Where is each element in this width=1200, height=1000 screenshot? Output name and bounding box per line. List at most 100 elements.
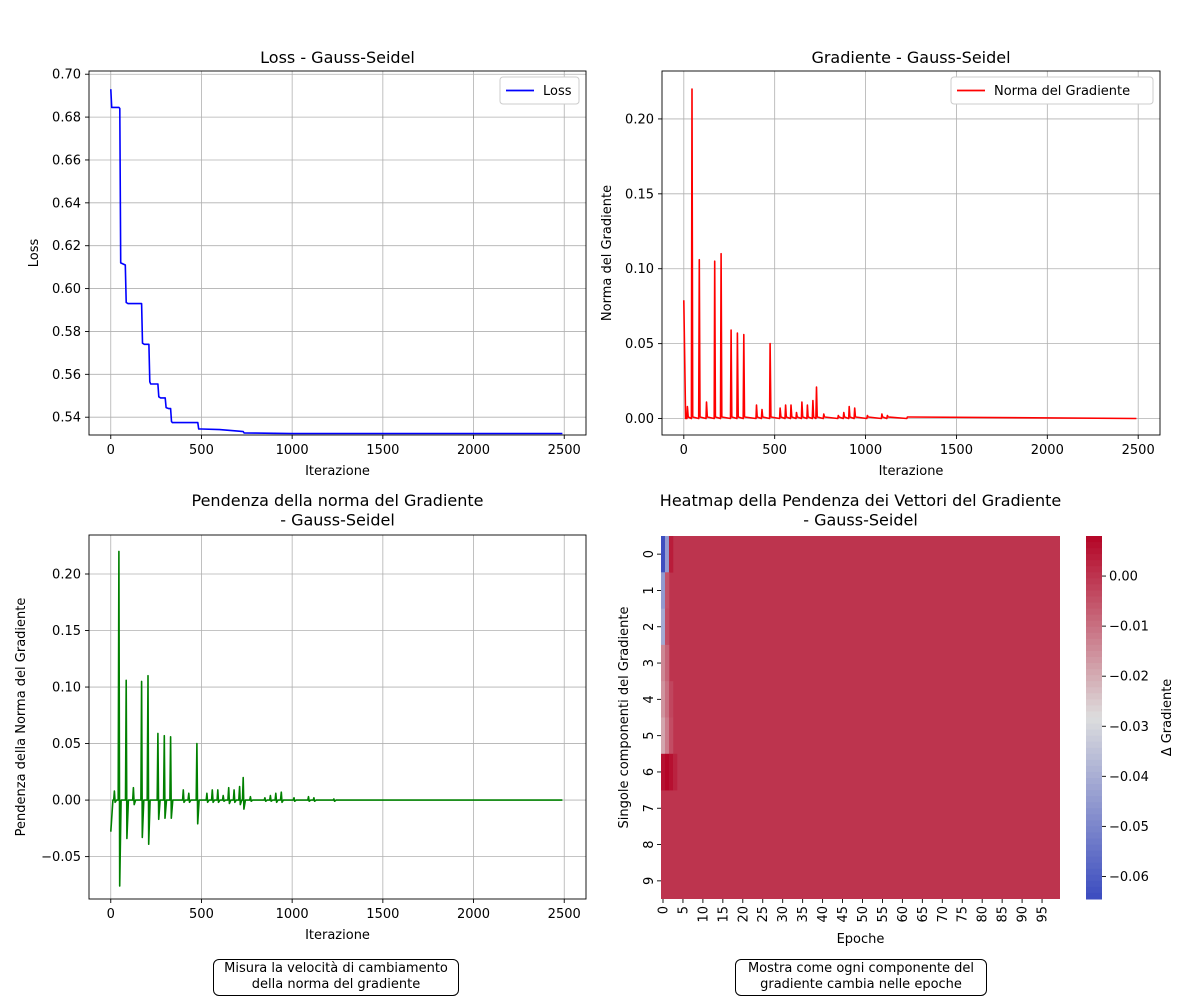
heatmap-cell [664, 753, 670, 791]
colorbar-segment [1086, 596, 1102, 604]
colorbar-segment [1086, 705, 1102, 712]
tick-label-y: 0.05 [52, 737, 81, 752]
legend-box [499, 76, 580, 105]
colorbar-segment [1086, 536, 1102, 543]
colorbar-segment [1086, 566, 1102, 573]
colorbar-segment [1086, 814, 1102, 821]
tick-label-y: 0.10 [625, 262, 654, 277]
tick-label-x: 45 [836, 906, 851, 923]
colorbar-segment [1086, 632, 1102, 640]
tick-label-x: 95 [1036, 906, 1051, 923]
series-line-loss [110, 89, 563, 435]
tick-label-y: 3 [642, 659, 657, 667]
tick-label-y: 0.62 [52, 239, 81, 254]
tick-label-y: 4 [642, 695, 657, 703]
tick-label-y: 1 [642, 586, 657, 594]
tick-label-y: 0.20 [625, 112, 654, 127]
heatmap-cell [664, 717, 670, 755]
tick-label-y: 0.68 [52, 111, 81, 126]
tick-label-y: 0.20 [52, 568, 81, 583]
tick-label-x: 75 [956, 906, 971, 923]
series-line-slope [110, 550, 563, 887]
colorbar-segment [1086, 560, 1102, 567]
axis-label-y: Loss [27, 239, 42, 268]
colorbar-tick-label: −0.02 [1109, 670, 1149, 685]
heatmap-cell [664, 644, 670, 682]
colorbar-segment [1086, 578, 1102, 585]
colorbar-segment [1086, 778, 1102, 785]
colorbar-segment [1086, 880, 1102, 888]
tick-label-x: 35 [796, 906, 811, 923]
tick-label-x: 70 [936, 906, 951, 923]
chart-title: Loss - Gauss-Seidel [260, 48, 415, 67]
colorbar-segment [1086, 771, 1102, 779]
heatmap-cell [664, 572, 670, 609]
colorbar-segment [1086, 626, 1102, 634]
tick-label-x: 0 [107, 907, 115, 922]
colorbar-segment [1086, 747, 1102, 755]
colorbar-segment [1086, 644, 1102, 652]
colorbar-segment [1086, 874, 1102, 882]
axis-label-x: Epoche [837, 932, 885, 947]
colorbar-segment [1086, 693, 1102, 700]
tick-label-x: 500 [189, 907, 214, 922]
heatmap-cell [664, 536, 670, 573]
tick-label-x: 30 [776, 906, 791, 923]
tick-label-y: 0.60 [52, 282, 81, 297]
chart-title: Heatmap della Pendenza dei Vettori del G… [660, 491, 1061, 530]
heatmap-cell [668, 717, 674, 755]
colorbar-tick-label: 0.00 [1109, 570, 1138, 585]
tick-label-y: 5 [642, 732, 657, 740]
colorbar-segment [1086, 675, 1102, 682]
colorbar-segment [1086, 602, 1102, 610]
axis-label-y: Norma del Gradiente [600, 185, 615, 321]
tick-label-x: 0 [107, 443, 115, 458]
colorbar-segment [1086, 802, 1102, 809]
colorbar-segment [1086, 638, 1102, 646]
colorbar-segment [1086, 681, 1102, 688]
tick-label-x: 60 [896, 906, 911, 923]
colorbar-segment [1086, 723, 1102, 731]
tick-label-x: 0 [680, 443, 688, 458]
colorbar-segment [1086, 584, 1102, 591]
heatmap-background [661, 536, 1060, 899]
legend: Norma del Gradiente [950, 76, 1154, 105]
tick-label-x: 2000 [457, 443, 490, 458]
heatmap-cell [672, 753, 678, 791]
heatmap-cell [661, 717, 666, 755]
tick-label-y: 7 [642, 804, 657, 812]
tick-label-x: 0 [656, 906, 671, 914]
tick-label-y: 8 [642, 840, 657, 848]
tick-label-y: 0.15 [52, 624, 81, 639]
chart-slope: 0 500 1000 1500 2000 2500 −0.05 0.00 0.05 0.10 0.1… [14, 534, 587, 943]
chart-title: Gradiente - Gauss-Seidel [811, 48, 1010, 67]
tick-label-x: 1000 [276, 907, 309, 922]
tick-label-x: 40 [816, 906, 831, 923]
heatmap-cell [661, 681, 666, 718]
tick-label-x: 1500 [366, 443, 399, 458]
colorbar-segment [1086, 808, 1102, 815]
tick-label-x: 1500 [940, 443, 973, 458]
tick-label-y: 0.58 [52, 325, 81, 340]
colorbar-segment [1086, 614, 1102, 622]
colorbar-label: Δ Gradiente [1160, 679, 1175, 757]
colorbar-segment [1086, 657, 1102, 664]
colorbar-segment [1086, 542, 1102, 549]
tick-label-x: 1500 [366, 907, 399, 922]
tick-label-x: 55 [876, 906, 891, 923]
tick-label-x: 2000 [457, 907, 490, 922]
tick-label-x: 500 [189, 443, 214, 458]
chart-loss: 0 500 1000 1500 2000 2500 0.54 0.56 0.58 0.60 0.62… [27, 68, 587, 479]
axes-frame [661, 70, 1161, 436]
heatmap-cell [664, 608, 670, 646]
tick-label-y: 0.00 [625, 412, 654, 427]
heatmap-cell [661, 608, 666, 646]
colorbar-segment [1086, 850, 1102, 858]
tick-label-y: 6 [642, 768, 657, 776]
colorbar-segment [1086, 796, 1102, 803]
colorbar-segment [1086, 669, 1102, 676]
colorbar-segment [1086, 650, 1102, 658]
tick-label-x: 65 [916, 906, 931, 923]
heatmap-cell [661, 572, 666, 609]
colorbar-segment [1086, 886, 1102, 894]
